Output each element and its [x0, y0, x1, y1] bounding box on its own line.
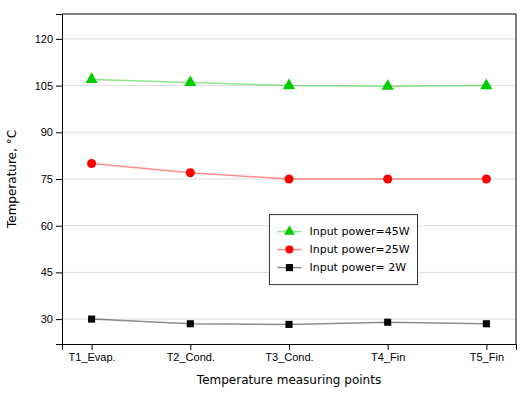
y-tick-mark [56, 179, 62, 180]
x-tick: T2_Cond. [167, 344, 215, 363]
x-tick: T5_Fin [470, 344, 504, 363]
grid-line [62, 319, 516, 320]
y-tick-mark [56, 319, 62, 320]
x-tick: T4_Fin [371, 344, 405, 363]
series-marker [482, 174, 491, 183]
x-tick-mark [92, 344, 93, 350]
legend-marker [285, 246, 293, 254]
frame-top [62, 14, 516, 15]
x-tick-label: T5_Fin [470, 351, 504, 363]
x-tick-label: T4_Fin [371, 351, 405, 363]
legend-marker [284, 225, 295, 234]
y-tick-label: 105 [35, 80, 53, 92]
y-tick-mark [56, 226, 62, 227]
y-tick: 30 [41, 313, 62, 325]
y-tick-mark [56, 86, 62, 87]
legend-box [269, 215, 417, 285]
series-marker [87, 159, 96, 168]
y-tick-label: 30 [41, 313, 53, 325]
chart: T1_Evap. T2_Cond. T3_Cond. T4_Fin T5_Fin 30 45… [0, 0, 532, 394]
series-marker [85, 72, 97, 83]
legend-label: Input power=45W [309, 225, 409, 238]
x-tick-mark [289, 344, 290, 350]
series-marker [283, 79, 295, 90]
x-tick-label: T1_Evap. [69, 351, 116, 363]
y-tick: 60 [41, 220, 62, 232]
plot-area: T1_Evap. T2_Cond. T3_Cond. T4_Fin T5_Fin 30 45… [35, 14, 517, 363]
y-axis: 30 45 60 75 90 105 120 [35, 15, 63, 345]
grid [62, 39, 516, 319]
legend-marker [286, 264, 293, 271]
x-tick-label: T2_Cond. [167, 351, 215, 363]
y-tick: 120 [35, 33, 62, 45]
x-axis-title: Temperature measuring points [196, 373, 381, 387]
y-tick-label: 120 [35, 33, 53, 45]
y-tick-label: 75 [41, 173, 53, 185]
y-axis-title: Temperature, °C [5, 130, 19, 229]
series-marker [88, 316, 95, 323]
x-tick-mark [190, 344, 191, 350]
x-tick: T3_Cond. [265, 344, 313, 363]
series-marker [383, 174, 392, 183]
legend-label: Input power= 2W [309, 261, 406, 274]
y-tick: 45 [41, 266, 62, 278]
y-tick: 90 [41, 126, 62, 138]
x-axis: T1_Evap. T2_Cond. T3_Cond. T4_Fin T5_Fin [63, 344, 517, 363]
series-marker [187, 320, 194, 327]
legend-item: Input power= 2W [277, 261, 406, 274]
y-tick-mark [56, 132, 62, 133]
y-tick-label: 45 [41, 266, 53, 278]
frame-right [516, 14, 517, 344]
x-tick: T1_Evap. [69, 344, 116, 363]
x-tick-mark [388, 344, 389, 350]
grid-line [62, 38, 516, 39]
marks [85, 72, 492, 328]
series-marker [186, 168, 195, 177]
y-tick-label: 60 [41, 220, 53, 232]
y-tick: 105 [35, 80, 62, 92]
x-axis-line [63, 345, 517, 351]
series-marker [184, 75, 196, 86]
x-tick-label: T3_Cond. [265, 351, 313, 363]
y-tick: 75 [41, 173, 62, 185]
series-marker [285, 321, 292, 328]
series-marker [384, 319, 391, 326]
legend: Input power=45W Input power=25W Input powe… [269, 215, 417, 285]
y-tick-label: 90 [41, 126, 53, 138]
y-tick-mark [56, 272, 62, 273]
legend-item: Input power=25W [277, 243, 409, 256]
grid-line [62, 132, 516, 133]
series-marker [382, 79, 394, 90]
series-marker [284, 174, 293, 183]
x-tick-mark [486, 344, 487, 350]
series-marker [483, 320, 490, 327]
series-marker [480, 79, 492, 90]
y-tick-mark [56, 39, 62, 40]
legend-item: Input power=45W [277, 225, 409, 238]
legend-label: Input power=25W [309, 243, 409, 256]
y-axis-line [56, 15, 63, 345]
